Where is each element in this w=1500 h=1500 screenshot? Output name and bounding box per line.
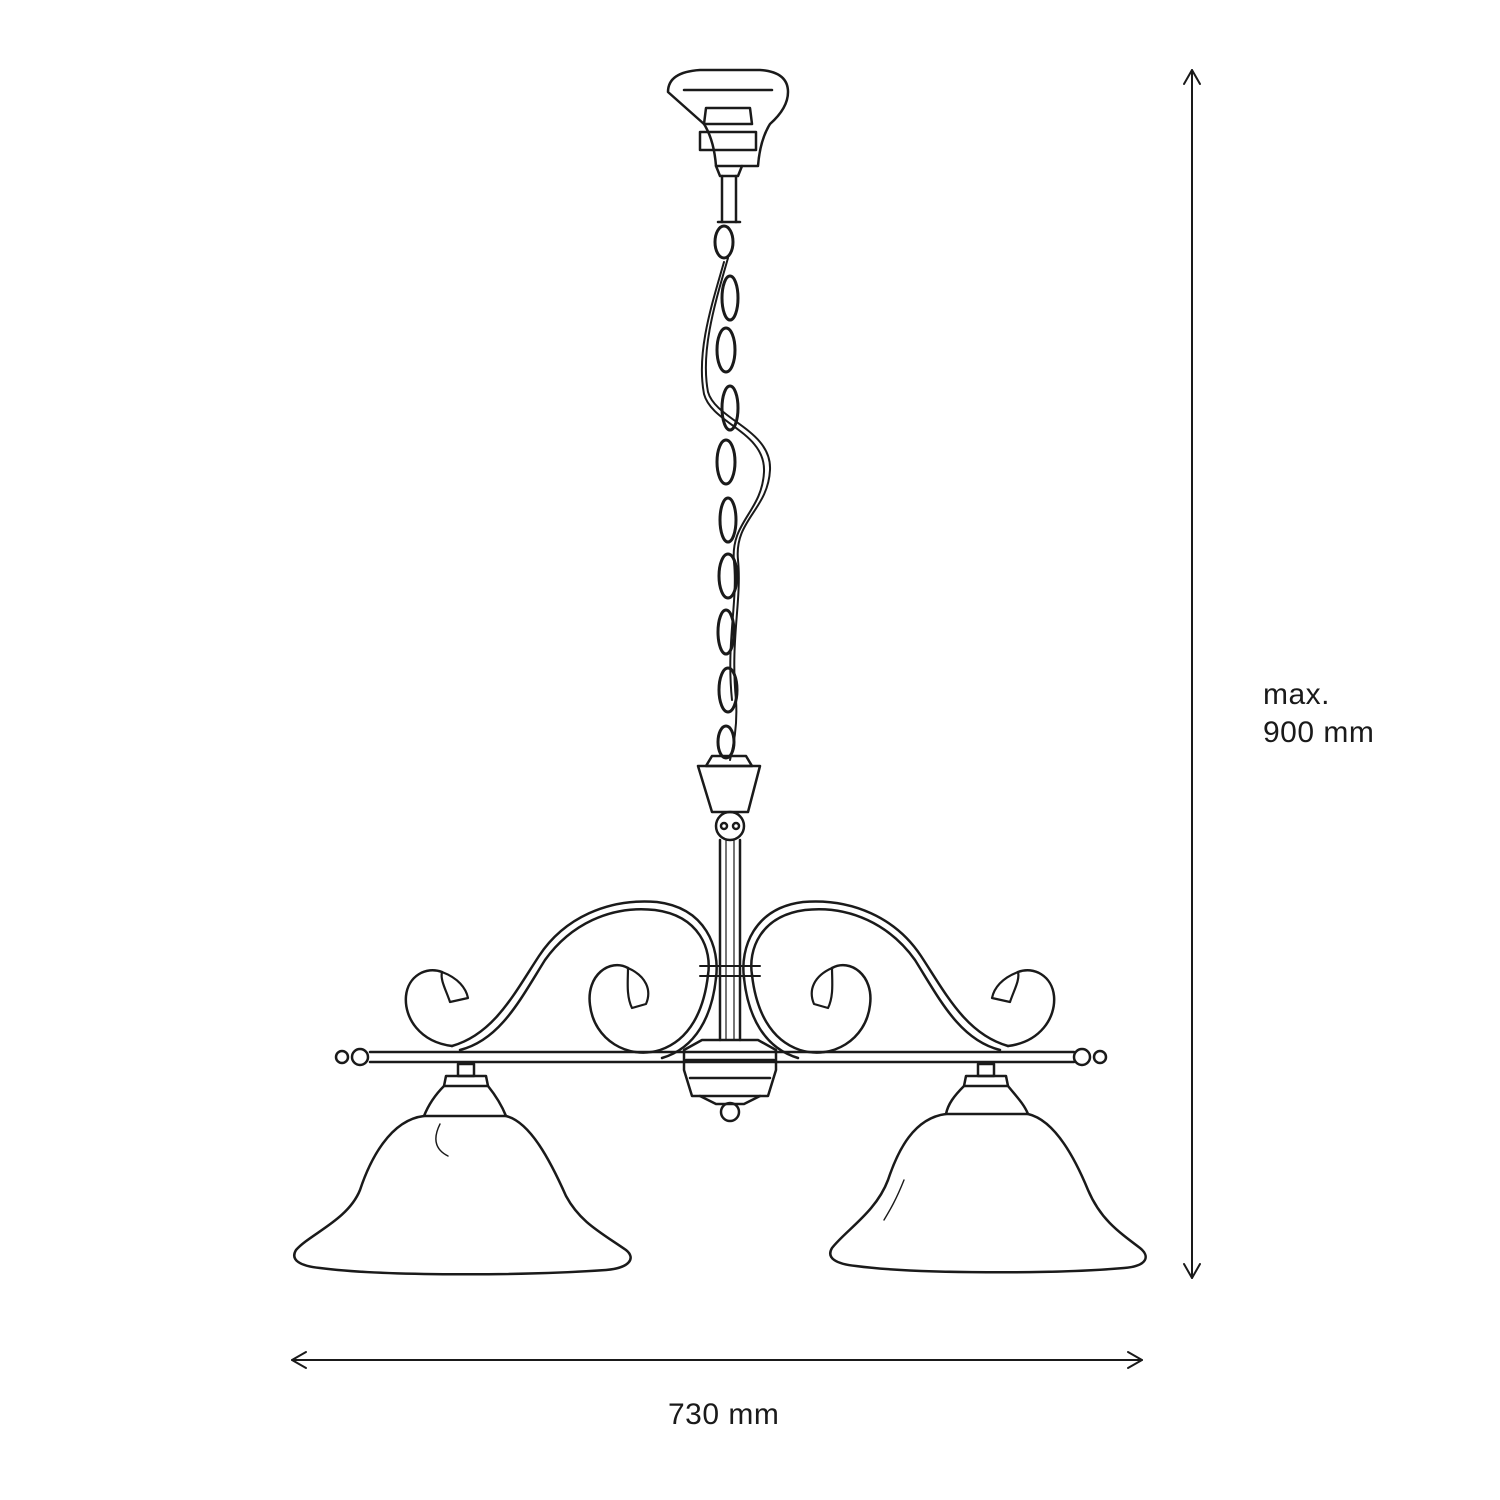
right-lamp xyxy=(829,1062,1147,1274)
left-lamp xyxy=(293,1062,632,1276)
horizontal-bar xyxy=(334,1047,1108,1067)
center-stem xyxy=(699,838,761,1042)
height-value: 900 mm xyxy=(1263,716,1375,749)
height-dimension-label: max. 900 mm xyxy=(1263,676,1374,752)
height-dimension-line xyxy=(1183,69,1201,1279)
canopy-rod xyxy=(716,174,742,224)
center-hub xyxy=(682,1038,778,1123)
center-cup xyxy=(696,754,762,842)
height-prefix: max. xyxy=(1263,678,1331,711)
width-dimension-line xyxy=(291,1351,1143,1369)
chain xyxy=(713,224,740,760)
ceiling-canopy xyxy=(666,68,790,178)
left-scrollwork xyxy=(404,900,718,1060)
width-dimension-label: 730 mm xyxy=(668,1398,780,1431)
right-scrollwork xyxy=(742,900,1056,1060)
power-cable xyxy=(700,257,772,761)
